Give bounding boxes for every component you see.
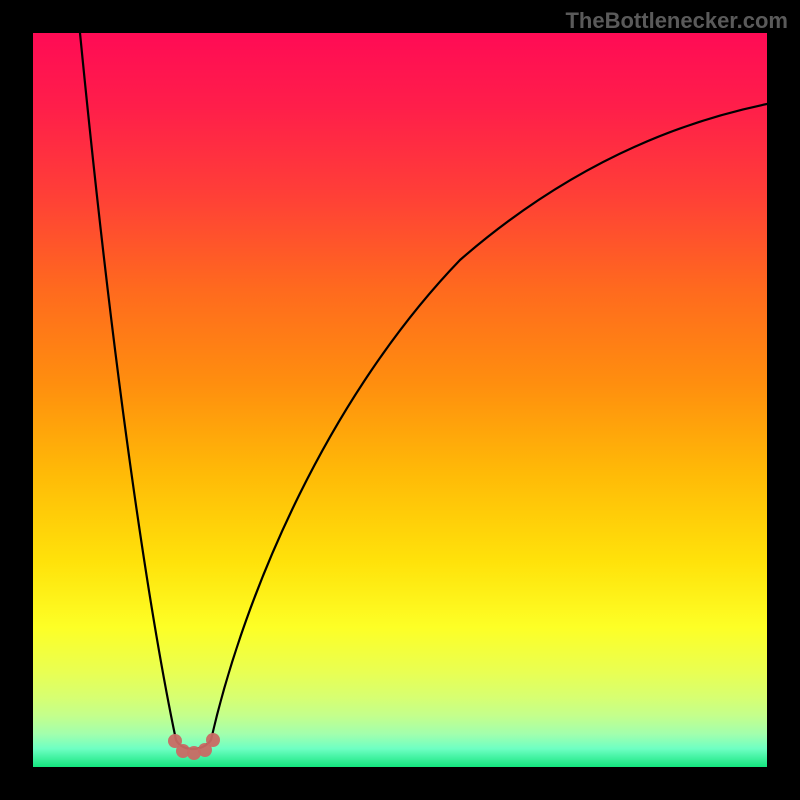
optimum-marker-dot xyxy=(206,733,220,747)
chart-gradient-area xyxy=(33,33,767,767)
bottleneck-chart: TheBottlenecker.com xyxy=(0,0,800,800)
watermark-text: TheBottlenecker.com xyxy=(565,8,788,33)
